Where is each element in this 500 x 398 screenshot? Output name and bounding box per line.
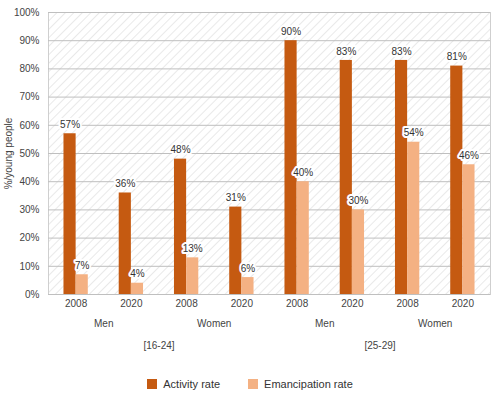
svg-text:2008: 2008: [286, 298, 309, 309]
svg-text:Women: Women: [418, 318, 452, 329]
svg-text:2008: 2008: [65, 298, 88, 309]
svg-text:Women: Women: [197, 318, 231, 329]
svg-text:100%: 100%: [14, 7, 40, 18]
svg-text:6%: 6%: [241, 263, 256, 274]
svg-text:0%: 0%: [25, 289, 40, 300]
svg-text:90%: 90%: [19, 35, 39, 46]
svg-text:83%: 83%: [336, 46, 356, 57]
svg-text:57%: 57%: [60, 119, 80, 130]
svg-text:31%: 31%: [226, 192, 246, 203]
svg-text:4%: 4%: [130, 268, 145, 279]
svg-text:2020: 2020: [120, 298, 143, 309]
svg-text:90%: 90%: [281, 26, 301, 37]
svg-text:2020: 2020: [231, 298, 254, 309]
svg-text:7%: 7%: [75, 260, 90, 271]
svg-text:40%: 40%: [19, 176, 39, 187]
html-text:Emancipation rate: Emancipation rate: [264, 378, 353, 390]
svg-text:40%: 40%: [293, 167, 313, 178]
svg-text:30%: 30%: [19, 204, 39, 215]
svg-text:48%: 48%: [171, 144, 191, 155]
svg-text:50%: 50%: [19, 148, 39, 159]
svg-text:2008: 2008: [176, 298, 199, 309]
svg-text:46%: 46%: [459, 150, 479, 161]
svg-text:%/young people: %/young people: [3, 117, 14, 189]
svg-text:10%: 10%: [19, 261, 39, 272]
html-text:Activity rate: Activity rate: [163, 378, 221, 390]
svg-text:13%: 13%: [183, 243, 203, 254]
svg-text:54%: 54%: [404, 127, 424, 138]
svg-text:Men: Men: [94, 318, 113, 329]
svg-text:81%: 81%: [447, 51, 467, 62]
svg-text:70%: 70%: [19, 91, 39, 102]
svg-text:20%: 20%: [19, 232, 39, 243]
svg-text:2020: 2020: [452, 298, 475, 309]
svg-text:36%: 36%: [115, 178, 135, 189]
svg-text:Men: Men: [315, 318, 334, 329]
svg-text:83%: 83%: [392, 46, 412, 57]
svg-text:80%: 80%: [19, 63, 39, 74]
svg-text:2020: 2020: [341, 298, 364, 309]
svg-text:2008: 2008: [397, 298, 420, 309]
svg-text:[25-29]: [25-29]: [364, 340, 395, 351]
svg-text:30%: 30%: [348, 195, 368, 206]
svg-text:[16-24]: [16-24]: [143, 340, 174, 351]
svg-text:60%: 60%: [19, 120, 39, 131]
